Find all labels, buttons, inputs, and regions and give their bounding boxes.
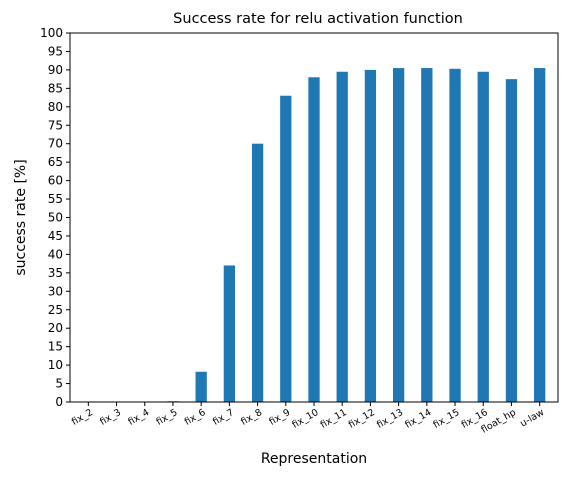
x-tick-label: u-law	[518, 407, 546, 429]
bar-fix_16	[477, 71, 489, 403]
y-tick-label: 50	[48, 211, 63, 225]
bar-fix_12	[364, 69, 377, 403]
bar-fix_6	[195, 371, 207, 402]
plot-frame	[69, 32, 559, 403]
bar-fix_14	[421, 68, 433, 403]
y-tick-label: 30	[48, 284, 63, 298]
bars	[167, 68, 546, 403]
bar-fix_8	[251, 143, 264, 402]
bar-fix_7	[223, 265, 236, 402]
bar-fix_9	[280, 95, 292, 402]
x-tick-label: fix_2	[70, 407, 95, 428]
y-tick-label: 45	[48, 229, 63, 243]
x-tick-label: fix_8	[239, 407, 264, 428]
x-tick-label: fix_9	[267, 407, 292, 428]
y-tick-label: 70	[48, 137, 63, 151]
y-tick-label: 10	[48, 358, 63, 372]
bar-fix_10	[308, 77, 320, 402]
chart-title: Success rate for relu activation functio…	[173, 11, 463, 27]
y-tick-label: 0	[55, 395, 63, 409]
x-tick-label: fix_7	[211, 407, 236, 428]
bar-fix_15	[449, 68, 461, 402]
bar-u-law	[534, 68, 546, 403]
x-tick-label: fix_13	[375, 407, 405, 431]
x-tick-label: fix_12	[347, 407, 377, 431]
y-tick-label: 20	[48, 321, 63, 335]
bar-fix_13	[392, 68, 405, 403]
y-tick-label: 35	[48, 266, 63, 280]
x-axis-label: Representation	[261, 451, 367, 467]
y-tick-label: 40	[48, 247, 63, 261]
y-tick-label: 80	[48, 100, 63, 114]
y-tick-label: 65	[48, 155, 63, 169]
y-tick-label: 60	[48, 174, 63, 188]
y-tick-label: 15	[48, 340, 63, 354]
x-tick-label: fix_10	[290, 407, 320, 431]
y-axis: 0 5 10 15 20 25 30 35 40 45 50 55 60 65 70 75 80 85 90 95 10…	[40, 26, 70, 409]
y-tick-label: 75	[48, 118, 63, 132]
y-tick-label: 85	[48, 81, 63, 95]
x-tick-label: fix_6	[183, 407, 208, 428]
x-tick-label: fix_15	[431, 407, 461, 431]
y-tick-label: 95	[48, 44, 63, 58]
x-axis: fix_2 fix_3 fix_4 fix_5 fix_6 fix_7 fix_8 fix_9…	[70, 402, 546, 436]
y-axis-label: success rate [%]	[13, 159, 29, 275]
y-tick-label: 55	[48, 192, 63, 206]
x-tick-label: fix_5	[155, 407, 180, 428]
y-tick-label: 90	[48, 63, 63, 77]
x-tick-label: fix_14	[403, 407, 433, 431]
y-tick-label: 25	[48, 303, 63, 317]
x-tick-label: fix_4	[126, 407, 151, 428]
y-tick-label: 100	[40, 26, 63, 40]
bar-float_hp	[505, 79, 518, 402]
x-tick-label: fix_3	[98, 407, 123, 428]
bar-fix_11	[336, 71, 348, 403]
y-tick-label: 5	[55, 377, 63, 391]
x-tick-label: fix_11	[319, 407, 349, 431]
